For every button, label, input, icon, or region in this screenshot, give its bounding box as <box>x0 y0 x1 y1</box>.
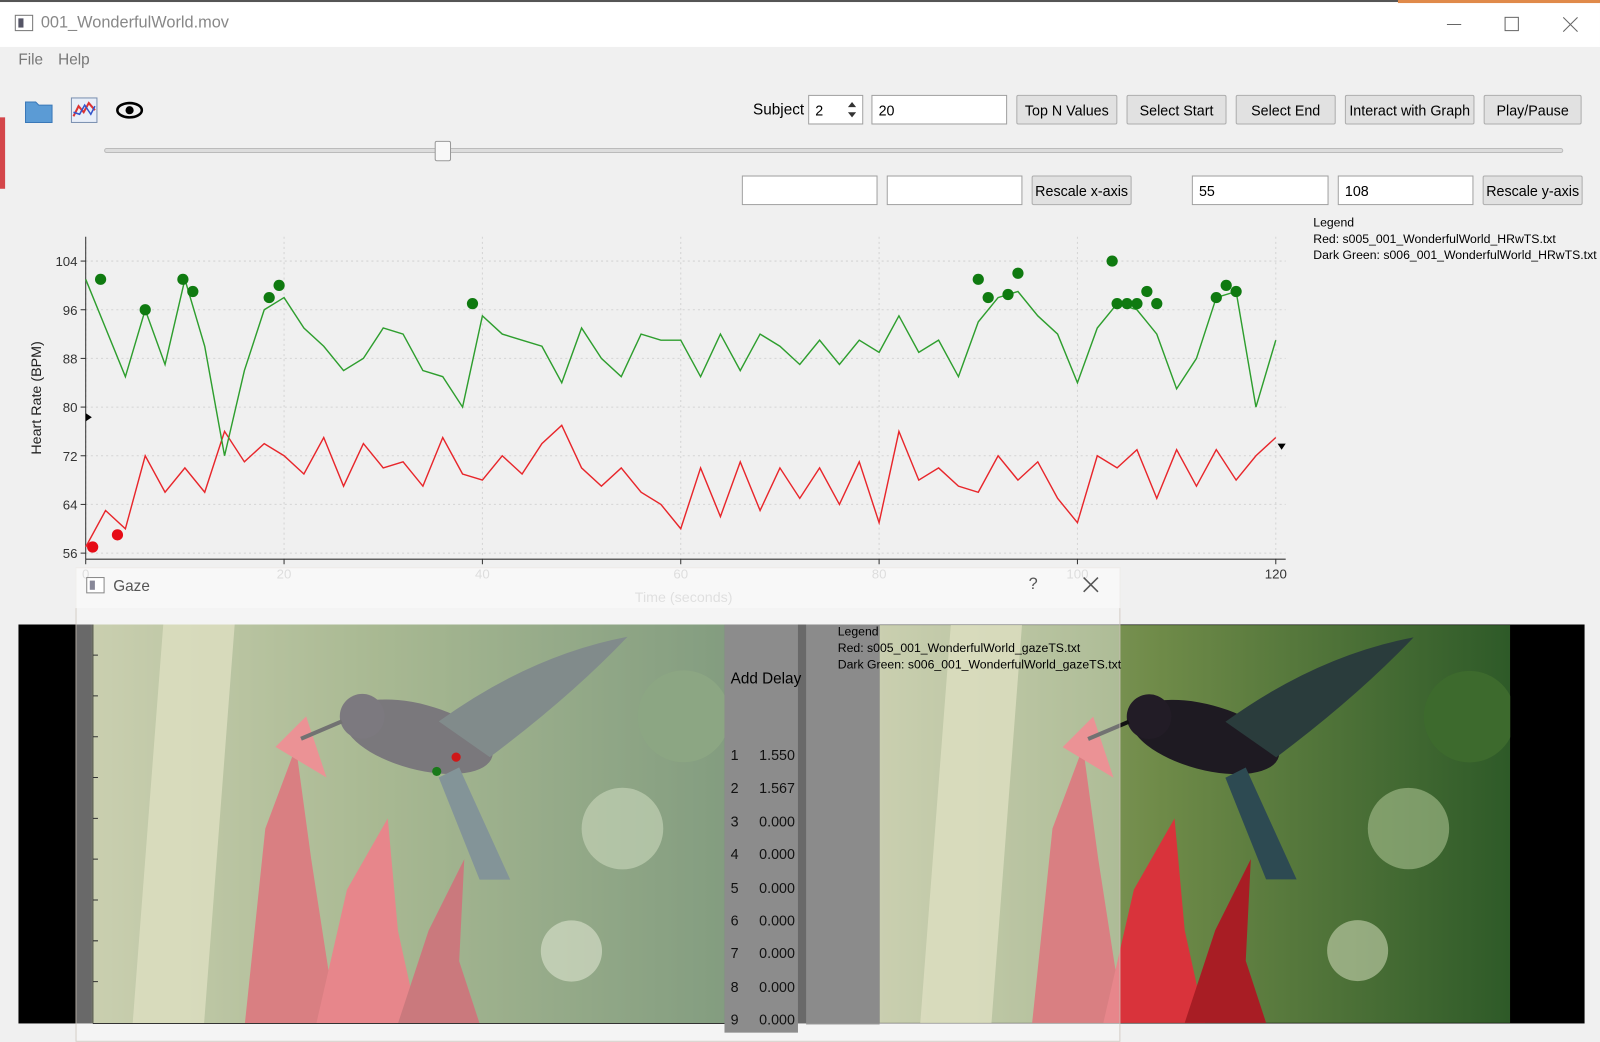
menu-item[interactable]: File <box>18 51 44 69</box>
y-min-input[interactable]: 55 <box>1191 175 1329 206</box>
y-tick-label: 80 <box>63 400 78 415</box>
delay-value[interactable]: 0.000 <box>759 912 795 929</box>
row-index: 4 <box>730 846 739 863</box>
data-line <box>85 424 1277 548</box>
delay-value[interactable]: 1.550 <box>759 746 795 764</box>
delay-value[interactable]: 0.000 <box>759 813 795 830</box>
top-value-point <box>982 291 994 304</box>
delay-value[interactable]: 1.567 <box>759 779 795 797</box>
top-value-point <box>1141 285 1153 298</box>
row-index: 3 <box>730 813 739 830</box>
row-index: 8 <box>730 978 739 995</box>
delay-value[interactable]: 0.000 <box>759 1011 795 1028</box>
window-title: 001_WonderfulWorld.mov <box>40 14 229 32</box>
data-line <box>85 276 1277 456</box>
row-index: 6 <box>730 912 739 929</box>
top-value-point <box>139 304 151 316</box>
slider-track[interactable] <box>104 147 1564 154</box>
y-tick-label: 72 <box>63 449 78 464</box>
top-value-point <box>1220 279 1232 292</box>
row-index: 2 <box>730 779 739 797</box>
gaze-title-bar <box>75 567 1121 609</box>
legend-title: Legend <box>1313 215 1355 230</box>
edge-strip <box>0 117 6 189</box>
delay-panel <box>724 624 798 1033</box>
end-marker <box>1277 443 1286 450</box>
top-value-point <box>1012 267 1024 279</box>
delay-value[interactable]: 0.000 <box>759 846 795 863</box>
slider-handle[interactable] <box>434 140 452 162</box>
x-min-input[interactable] <box>741 175 878 206</box>
top-value-point <box>1106 255 1118 267</box>
gaze-title: Gaze <box>113 577 150 595</box>
x-tick-label: 120 <box>1265 567 1287 582</box>
top-value-point <box>177 273 189 285</box>
add-delay-label: Add Delay <box>730 670 802 688</box>
button[interactable]: Top N Values <box>1016 94 1118 125</box>
close-button[interactable] <box>1082 576 1100 594</box>
gaze-legend-entry: Dark Green: s006_001_WonderfulWorld_gaze… <box>837 657 1122 672</box>
button[interactable]: Select End <box>1235 94 1336 125</box>
title-bar <box>0 0 1600 47</box>
button[interactable]: Play/Pause <box>1483 94 1582 125</box>
top-value-point <box>1210 291 1222 304</box>
n-input[interactable]: 20 <box>871 94 1008 125</box>
top-value-point <box>1002 288 1014 301</box>
app-icon <box>14 14 34 32</box>
legend-entry: Dark Green: s006_001_WonderfulWorld_HRwT… <box>1313 247 1597 263</box>
y-max-input[interactable]: 108 <box>1337 175 1474 206</box>
gaze-legend-title: Legend <box>837 624 879 639</box>
video-frame <box>18 624 1585 1024</box>
delay-value[interactable]: 0.000 <box>759 978 795 995</box>
top-value-point <box>94 273 107 285</box>
top-value-point <box>187 285 199 298</box>
y-tick-label: 88 <box>63 352 78 367</box>
row-index: 1 <box>730 746 739 764</box>
top-value-point <box>1230 285 1242 298</box>
y-tick-label: 104 <box>55 254 77 269</box>
subject-spinbox[interactable]: 2 <box>808 94 864 125</box>
button[interactable]: Select Start <box>1126 94 1227 125</box>
y-tick-label: 64 <box>63 498 78 513</box>
top-value-point <box>87 541 99 553</box>
button[interactable]: Interact with Graph <box>1344 94 1475 125</box>
top-value-point <box>1131 298 1143 310</box>
legend-panel <box>806 624 880 1025</box>
y-axis-label: Heart Rate (BPM) <box>29 341 45 454</box>
row-index: 7 <box>730 945 739 962</box>
delay-value[interactable]: 0.000 <box>759 879 795 896</box>
toolbar-icons[interactable] <box>22 94 155 127</box>
top-value-point <box>263 291 275 304</box>
end-marker <box>85 413 92 422</box>
window-controls[interactable] <box>1439 10 1592 39</box>
accent <box>1397 0 1600 4</box>
top-value-point <box>1151 298 1163 310</box>
top-value-point <box>1111 298 1123 310</box>
button[interactable]: Rescale x-axis <box>1031 175 1132 206</box>
spin-arrows[interactable] <box>843 97 861 123</box>
gaze-plot <box>92 624 725 1024</box>
y-tick-label: 96 <box>63 303 78 318</box>
gaze-dialog <box>75 567 1121 1042</box>
help-button[interactable]: ? <box>1028 575 1038 593</box>
subject-label: Subject <box>753 101 805 119</box>
menu-item[interactable]: Help <box>58 51 90 69</box>
row-index: 5 <box>730 879 739 896</box>
gaze-icon <box>86 577 105 594</box>
gaze-legend-entry: Red: s005_001_WonderfulWorld_gazeTS.txt <box>837 640 1081 656</box>
x-max-input[interactable] <box>886 175 1023 206</box>
row-index: 9 <box>730 1011 739 1028</box>
top-value-point <box>111 529 124 541</box>
delay-value[interactable]: 0.000 <box>759 945 795 962</box>
top-value-point <box>1121 298 1133 310</box>
top-value-point <box>273 279 285 292</box>
y-tick-label: 56 <box>63 546 78 561</box>
top-value-point <box>972 273 984 285</box>
chart: 020406080100120566472808896104Time (seco… <box>29 236 1287 606</box>
button[interactable]: Rescale y-axis <box>1482 175 1583 206</box>
legend-entry: Red: s005_001_WonderfulWorld_HRwTS.txt <box>1313 231 1556 246</box>
top-value-point <box>466 298 479 310</box>
